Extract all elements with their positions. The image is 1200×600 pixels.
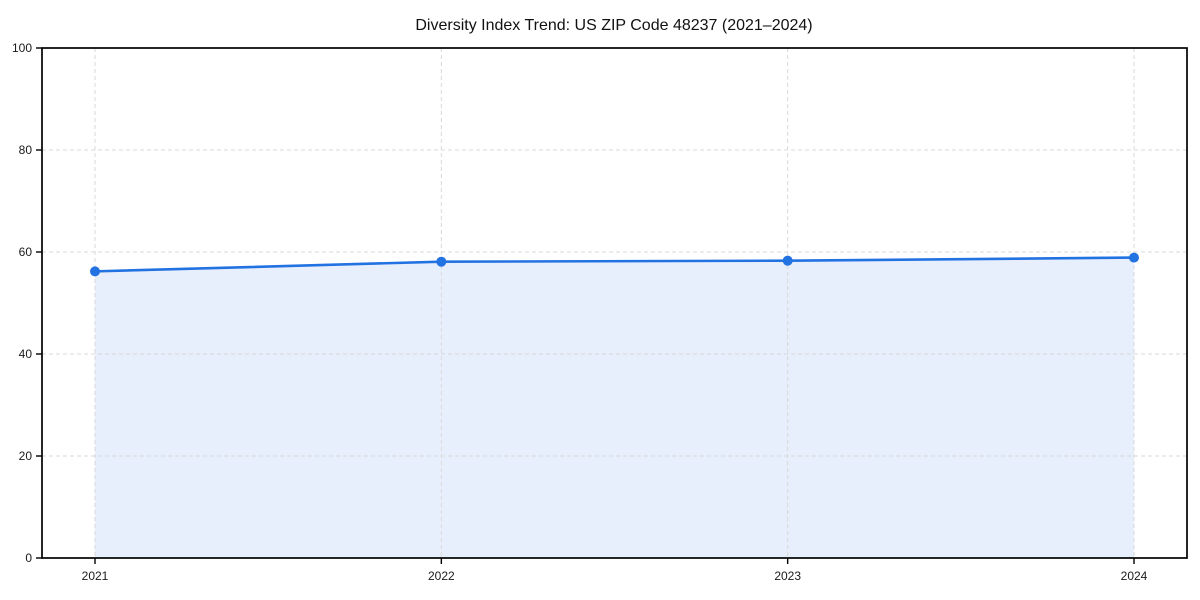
y-tick-label: 0 <box>25 551 32 565</box>
y-tick-label: 100 <box>12 41 32 55</box>
y-tick-label: 80 <box>19 143 33 157</box>
y-tick-label: 40 <box>19 347 33 361</box>
chart-title: Diversity Index Trend: US ZIP Code 48237… <box>415 17 812 34</box>
x-tick-label: 2021 <box>82 569 109 583</box>
x-tick-label: 2024 <box>1121 569 1148 583</box>
plot-area: 0 20 40 60 80 100 2021 2022 2023 2024 <box>12 41 1188 583</box>
data-point-marker <box>436 256 447 267</box>
data-point-marker <box>782 255 793 266</box>
axis-frame <box>41 47 1188 559</box>
data-point-marker <box>90 266 100 277</box>
x-tick-label: 2022 <box>428 569 455 583</box>
area-fill <box>95 257 1134 558</box>
y-tick-label: 60 <box>19 245 33 259</box>
x-tick-label: 2023 <box>774 569 801 583</box>
y-tick-label: 20 <box>19 449 33 463</box>
trend-line <box>93 256 1136 273</box>
data-point-marker <box>1129 252 1139 263</box>
